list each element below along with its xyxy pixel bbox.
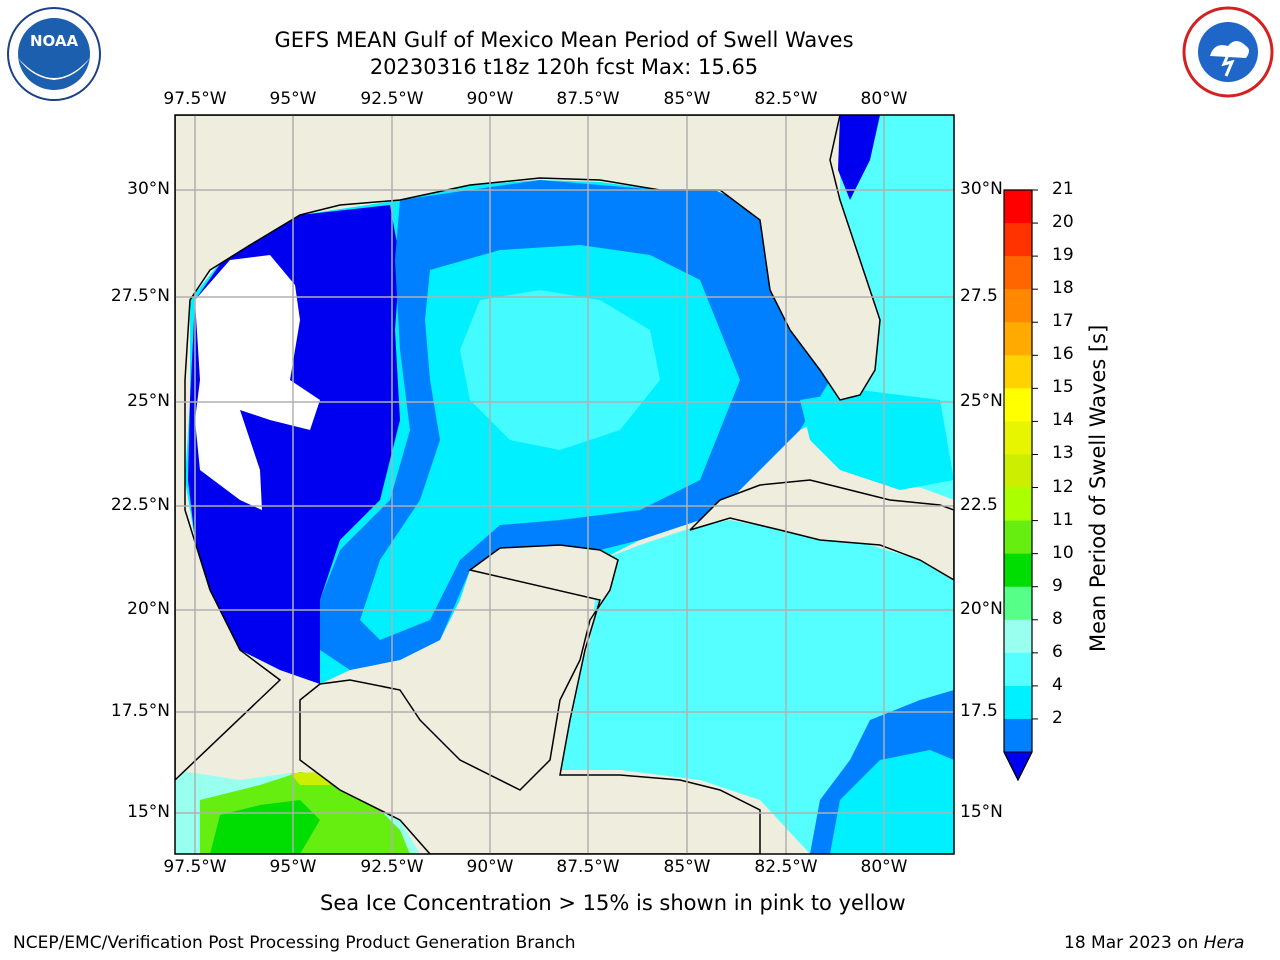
lon-label-top: 85°W (663, 89, 711, 109)
lon-label-top: 82.5°W (754, 89, 818, 109)
lon-label-bottom: 92.5°W (360, 857, 424, 877)
colorbar-tick-label: 10 (1052, 542, 1074, 563)
footer-date: 18 Mar 2023 on Hera (1064, 933, 1244, 953)
map-subtitle: 20230316 t18z 120h fcst Max: 15.65 (369, 55, 759, 79)
colorbar-tick-label: 2 (1052, 707, 1063, 728)
colorbar-segment (1004, 487, 1032, 522)
colorbar-segment (1004, 553, 1032, 588)
colorbar-tick-label: 21 (1052, 179, 1074, 199)
colorbar-title: Mean Period of Swell Waves [s] (1086, 324, 1110, 652)
colorbar-segment (1004, 190, 1032, 224)
colorbar-segment (1004, 223, 1032, 257)
colorbar-tick-label: 14 (1052, 410, 1074, 431)
colorbar-tick-label: 11 (1052, 509, 1074, 530)
lon-label-top: 95°W (269, 89, 317, 109)
colorbar-tick-label: 4 (1052, 674, 1063, 695)
colorbar-segment (1004, 256, 1032, 290)
colorbar-tick-label: 9 (1052, 575, 1063, 596)
colorbar (1003, 189, 1038, 782)
colorbar-segment (1004, 388, 1032, 422)
lon-label-bottom: 87.5°W (556, 857, 620, 877)
colorbar-segment (1004, 421, 1032, 455)
colorbar-tick-label: 15 (1052, 377, 1074, 398)
colorbar-segment (1004, 289, 1032, 323)
lon-label-bottom: 80°W (860, 857, 908, 877)
lat-label-right: 25°N (960, 391, 1003, 411)
caribbean-east-light (830, 750, 954, 854)
colorbar-tick-label: 19 (1052, 245, 1074, 266)
lon-label-top: 90°W (466, 89, 514, 109)
lat-label-left: 20°N (127, 599, 170, 619)
colorbar-tick-label: 17 (1052, 311, 1074, 332)
lat-label-right: 22.5 (960, 495, 998, 515)
lon-label-bottom: 82.5°W (754, 857, 818, 877)
colorbar-tick-label: 16 (1052, 344, 1074, 365)
lat-label-right: 30°N (960, 179, 1003, 199)
svg-text:NOAA: NOAA (30, 32, 79, 50)
colorbar-segment (1004, 619, 1032, 654)
lat-label-right: 17.5 (960, 701, 998, 721)
lon-label-bottom: 95°W (269, 857, 317, 877)
colorbar-segment (1004, 718, 1032, 753)
colorbar-segment (1004, 685, 1032, 720)
colorbar-segment (1004, 586, 1032, 621)
lon-label-bottom: 90°W (466, 857, 514, 877)
lon-label-bottom: 97.5°W (163, 857, 227, 877)
footer-host: Hera (1203, 933, 1245, 953)
lat-label-left: 22.5°N (110, 495, 170, 515)
lat-label-left: 25°N (127, 391, 170, 411)
noaa-logo: NOAA (6, 6, 102, 102)
lon-label-top: 80°W (860, 89, 908, 109)
atlantic-deep (838, 115, 880, 200)
florida-straits (800, 390, 954, 490)
lat-label-left: 27.5°N (110, 286, 170, 306)
colorbar-tick-label: 8 (1052, 608, 1063, 629)
gulf-nodata-west (195, 255, 320, 510)
colorbar-segment (1004, 454, 1032, 489)
lat-label-right: 20°N (960, 599, 1003, 619)
nws-logo (1180, 4, 1276, 100)
colorbar-segment (1004, 520, 1032, 555)
colorbar-segment (1004, 355, 1032, 389)
map-frame (174, 114, 955, 855)
lon-label-bottom: 85°W (663, 857, 711, 877)
colorbar-tick-label: 18 (1052, 278, 1074, 299)
colorbar-tick-label: 20 (1052, 212, 1074, 233)
footer-date-text: 18 Mar 2023 on (1064, 933, 1204, 953)
lat-label-right: 15°N (960, 802, 1003, 822)
lat-label-left: 15°N (127, 802, 170, 822)
yucatan-land (299, 544, 761, 854)
colorbar-segment (1004, 322, 1032, 356)
footer-branch: NCEP/EMC/Verification Post Processing Pr… (13, 933, 576, 953)
colorbar-extend-triangle (1003, 751, 1033, 782)
lat-label-right: 27.5 (960, 286, 998, 306)
map-title: GEFS MEAN Gulf of Mexico Mean Period of … (274, 28, 854, 52)
lon-label-top: 92.5°W (360, 89, 424, 109)
lon-label-top: 97.5°W (163, 89, 227, 109)
gulf-core-light (460, 290, 660, 450)
lat-label-left: 30°N (127, 179, 170, 199)
sea-ice-note: Sea Ice Concentration > 15% is shown in … (320, 891, 906, 915)
colorbar-segment (1004, 652, 1032, 687)
colorbar-frame (1003, 189, 1033, 782)
colorbar-tick-label: 13 (1052, 443, 1074, 464)
colorbar-tick-label: 12 (1052, 476, 1074, 497)
lat-label-left: 17.5°N (110, 701, 170, 721)
cuba-land (689, 479, 954, 581)
lon-label-top: 87.5°W (556, 89, 620, 109)
graticule (175, 115, 954, 854)
colorbar-tick-label: 6 (1052, 641, 1063, 662)
mexico-land (175, 115, 881, 782)
